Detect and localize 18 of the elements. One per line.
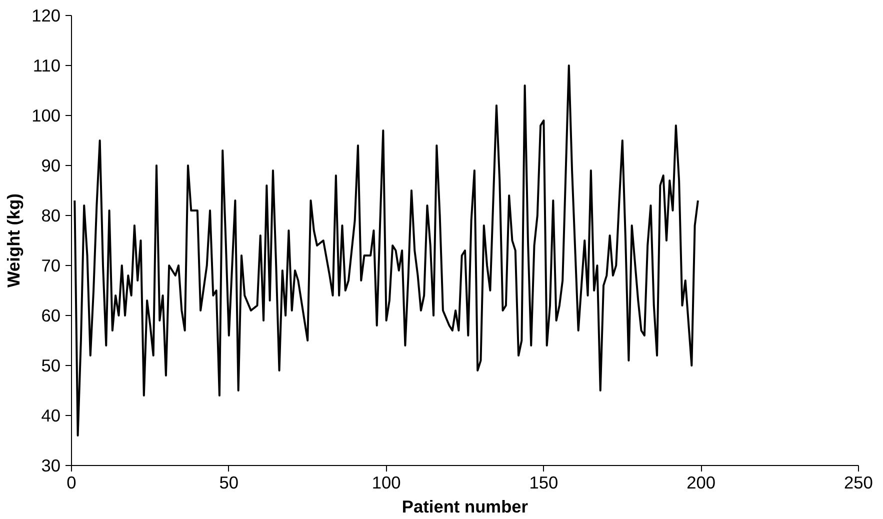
y-tick-label: 70	[41, 256, 61, 276]
y-tick-label: 50	[41, 356, 61, 376]
x-tick-label: 200	[686, 472, 716, 492]
x-tick-label: 250	[844, 472, 873, 492]
x-axis-title: Patient number	[402, 496, 528, 516]
x-tick-label: 150	[529, 472, 558, 492]
x-tick-label: 0	[66, 472, 76, 492]
y-axis-title: Weight (kg)	[4, 193, 24, 288]
y-tick-label: 60	[41, 306, 61, 326]
x-tick-label: 100	[372, 472, 401, 492]
y-tick-label: 110	[32, 56, 61, 76]
y-tick-label: 80	[41, 206, 61, 226]
y-tick-label: 90	[41, 156, 61, 176]
y-tick-label: 40	[41, 406, 61, 426]
y-tick-label: 100	[32, 106, 61, 126]
y-tick-label: 120	[32, 6, 61, 26]
y-tick-label: 30	[41, 456, 61, 476]
x-tick-label: 50	[219, 472, 239, 492]
